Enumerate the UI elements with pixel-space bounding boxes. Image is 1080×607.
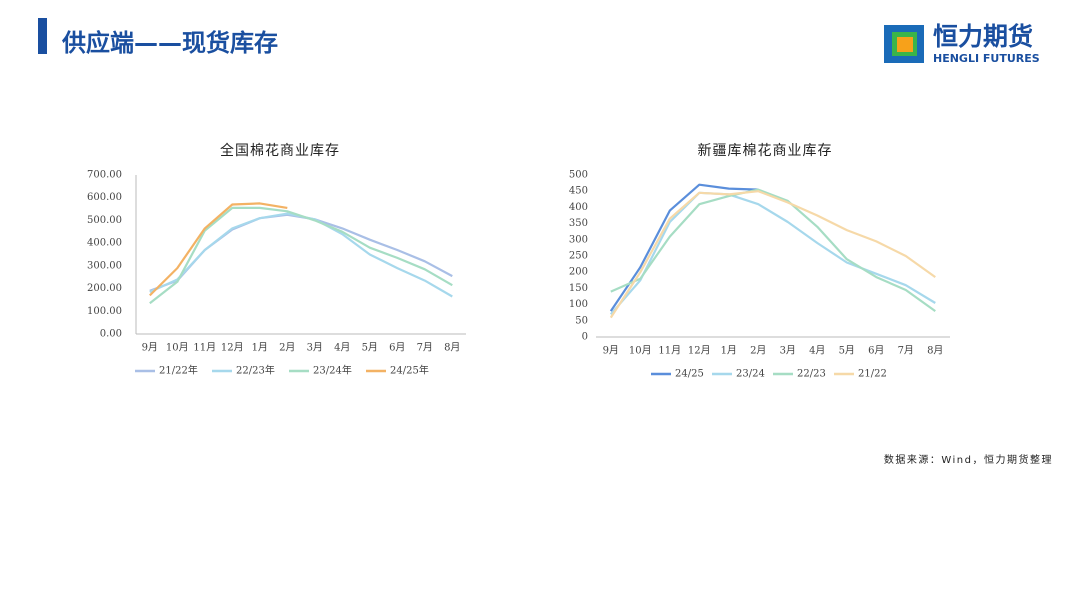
x-tick-label: 9月	[603, 345, 619, 357]
x-tick-label: 10月	[166, 342, 189, 354]
legend-label: 24/25	[675, 369, 704, 380]
title-bar	[38, 18, 47, 54]
series-line	[609, 191, 936, 316]
x-tick-label: 10月	[629, 345, 652, 357]
x-tick-label: 5月	[839, 345, 855, 357]
x-tick-label: 1月	[252, 342, 268, 354]
series-line	[609, 183, 759, 312]
x-tick-label: 12月	[221, 342, 244, 354]
y-tick-label: 200.00	[87, 283, 122, 294]
x-tick-label: 11月	[193, 342, 216, 354]
y-tick-label: 500	[569, 170, 588, 181]
slide-title: 供应端——现货库存	[61, 29, 278, 57]
x-tick-label: 7月	[417, 342, 433, 354]
y-tick-label: 100	[569, 299, 588, 310]
x-tick-label: 8月	[927, 345, 943, 357]
legend-label: 23/24年	[313, 364, 352, 377]
x-tick-label: 8月	[444, 342, 460, 354]
legend-label: 24/25年	[390, 364, 429, 377]
logo-icon	[897, 37, 913, 52]
y-tick-label: 300.00	[87, 260, 122, 271]
y-tick-label: 350	[569, 218, 588, 229]
y-tick-label: 150	[569, 283, 588, 294]
logo: 恒力期货 HENGLI FUTURES	[884, 22, 1040, 65]
x-tick-label: 4月	[334, 342, 350, 354]
series-line	[149, 213, 453, 292]
y-tick-label: 400	[569, 202, 588, 213]
x-tick-label: 12月	[688, 345, 711, 357]
legend-label: 22/23年	[236, 364, 275, 377]
series-line	[149, 206, 453, 305]
x-tick-label: 9月	[142, 342, 158, 354]
x-tick-label: 5月	[362, 342, 378, 354]
x-tick-label: 2月	[750, 345, 766, 357]
y-tick-label: 100.00	[87, 306, 122, 317]
legend-label: 21/22年	[159, 364, 198, 377]
x-tick-label: 3月	[307, 342, 323, 354]
x-tick-label: 6月	[868, 345, 884, 357]
y-tick-label: 700.00	[87, 170, 122, 181]
y-tick-label: 400.00	[87, 238, 122, 249]
y-tick-label: 0	[582, 332, 588, 343]
series-line	[610, 188, 936, 312]
y-tick-label: 200	[569, 267, 588, 278]
x-tick-label: 6月	[389, 342, 405, 354]
x-tick-label: 3月	[780, 345, 796, 357]
legend-label: 23/24	[736, 369, 765, 380]
series-line	[149, 202, 288, 297]
y-tick-label: 300	[569, 234, 588, 245]
x-tick-label: 4月	[809, 345, 825, 357]
y-tick-label: 50	[575, 315, 588, 326]
x-tick-label: 11月	[658, 345, 681, 357]
y-tick-label: 250	[569, 251, 588, 262]
legend-label: 22/23	[797, 369, 826, 380]
y-tick-label: 0.00	[100, 329, 122, 340]
chart-title: 新疆库棉花商业库存	[698, 142, 833, 159]
logo-cn: 恒力期货	[933, 22, 1033, 51]
y-tick-label: 450	[569, 186, 588, 197]
y-tick-label: 600.00	[87, 192, 122, 203]
x-tick-label: 7月	[898, 345, 914, 357]
y-tick-label: 500.00	[87, 215, 122, 226]
chart-title: 全国棉花商业库存	[220, 142, 340, 159]
logo-en: HENGLI FUTURES	[933, 52, 1040, 65]
x-tick-label: 1月	[721, 345, 737, 357]
legend-label: 21/22	[858, 369, 887, 380]
x-tick-label: 2月	[279, 342, 295, 354]
series-line	[609, 190, 936, 319]
source-note: 数据来源：Wind，恒力期货整理	[884, 453, 1053, 466]
